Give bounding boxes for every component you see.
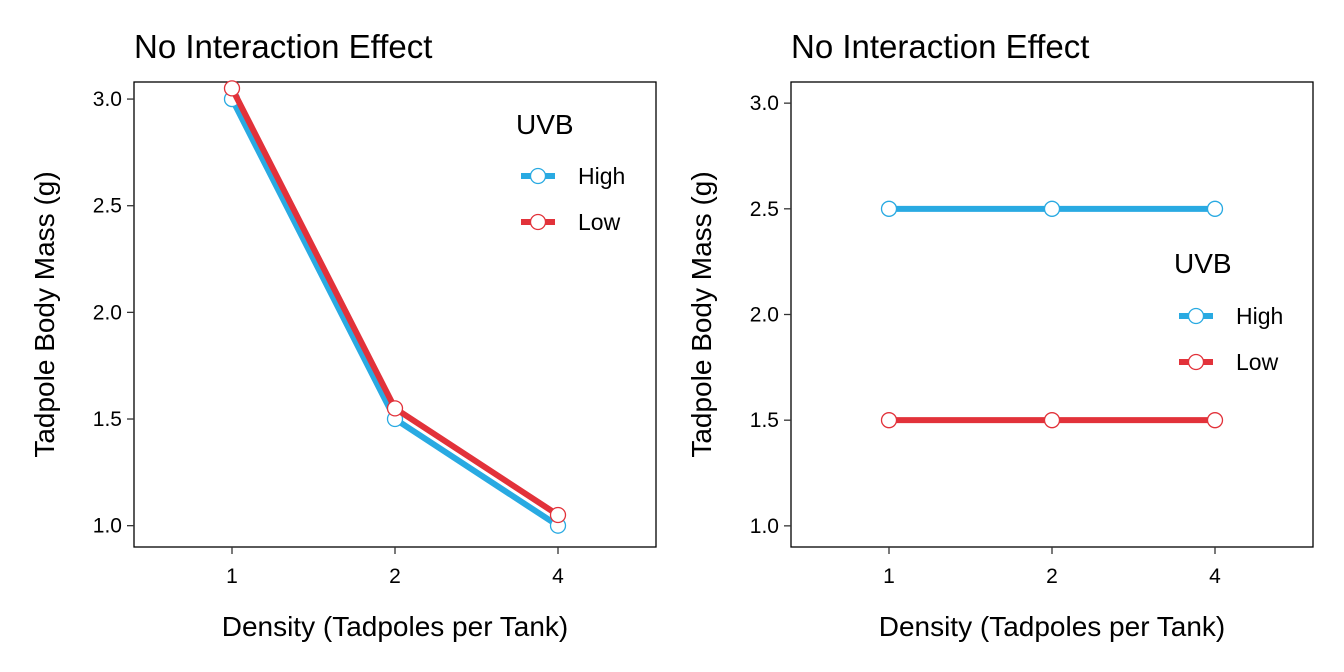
chart-panel-2: No Interaction Effect 1.0 1.5 2.0 2.5 3.0 1 2 4 D… xyxy=(686,28,1314,642)
x-tick-label: 1 xyxy=(226,565,238,588)
data-point-low-4 xyxy=(1206,412,1224,429)
y-tick-label: 2.5 xyxy=(93,195,122,218)
y-tick-label: 1.0 xyxy=(93,515,122,538)
plot-border xyxy=(790,81,1314,548)
plot-border xyxy=(133,81,657,548)
data-point-low-2 xyxy=(386,400,404,417)
legend-title: UVB xyxy=(516,109,574,140)
y-tick-label: 3.0 xyxy=(93,88,122,111)
legend-label-low: Low xyxy=(1236,349,1279,375)
legend-title: UVB xyxy=(1174,248,1232,279)
data-point-low-4 xyxy=(549,506,567,524)
legend-key-point-low xyxy=(529,213,547,231)
y-axis-title: Tadpole Body Mass (g) xyxy=(686,171,717,457)
x-tick-label: 4 xyxy=(1209,565,1221,588)
legend-key-point-high xyxy=(1187,307,1205,325)
data-point-high-1 xyxy=(880,200,898,217)
y-tick-label: 3.0 xyxy=(750,92,779,115)
x-axis-title: Density (Tadpoles per Tank) xyxy=(222,611,569,642)
x-axis-title: Density (Tadpoles per Tank) xyxy=(879,611,1226,642)
data-point-low-2 xyxy=(1043,412,1061,429)
legend-label-high: High xyxy=(1236,303,1283,329)
x-tick-label: 1 xyxy=(883,565,895,588)
legend-key-point-low xyxy=(1187,353,1205,371)
x-tick-label: 2 xyxy=(389,565,401,588)
chart-title: No Interaction Effect xyxy=(791,28,1089,65)
y-tick-label: 2.0 xyxy=(750,304,779,327)
data-point-high-2 xyxy=(1043,200,1061,217)
series-line-low xyxy=(229,87,560,518)
y-tick-label: 2.5 xyxy=(750,198,779,221)
y-tick-label: 2.0 xyxy=(93,301,122,324)
x-tick-label: 2 xyxy=(1046,565,1058,588)
y-tick-label: 1.5 xyxy=(93,408,122,431)
y-tick-label: 1.0 xyxy=(750,515,779,538)
chart-panel-1: No Interaction Effect 1.0 1.5 2.0 2.5 3.0 1 2 4 D… xyxy=(29,28,657,642)
x-tick-label: 4 xyxy=(552,565,564,588)
legend-label-high: High xyxy=(578,163,625,189)
data-point-low-1 xyxy=(880,412,898,429)
legend-label-low: Low xyxy=(578,209,621,235)
data-point-high-4 xyxy=(1206,200,1224,217)
y-axis-title: Tadpole Body Mass (g) xyxy=(29,171,60,457)
legend-key-point-high xyxy=(529,167,547,185)
y-tick-label: 1.5 xyxy=(750,409,779,432)
chart-title: No Interaction Effect xyxy=(134,28,432,65)
series-line-high xyxy=(229,97,560,529)
data-point-low-1 xyxy=(223,80,241,97)
